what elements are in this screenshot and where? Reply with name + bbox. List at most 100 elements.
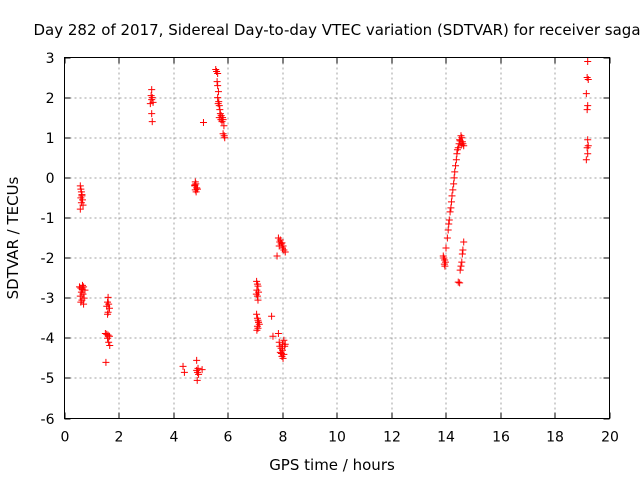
y-tick-label: -1 [41, 211, 55, 227]
data-point [213, 78, 221, 86]
data-point [214, 82, 222, 90]
data-point [458, 258, 466, 266]
x-tick-label: 18 [546, 430, 564, 446]
y-tick-label: -5 [41, 371, 55, 387]
data-point [279, 340, 286, 348]
x-tick-label: 6 [224, 430, 233, 446]
data-point [255, 318, 263, 326]
data-point [452, 156, 460, 164]
data-point [148, 118, 156, 126]
data-point [454, 278, 462, 286]
data-point [76, 205, 84, 213]
data-point [80, 283, 88, 291]
data-point [214, 70, 222, 78]
x-tick-label: 0 [61, 430, 70, 446]
y-tick-label: -3 [41, 291, 55, 307]
data-point [457, 262, 465, 270]
data-point [445, 216, 453, 224]
data-point [80, 300, 88, 308]
data-point [444, 226, 452, 234]
data-point [277, 350, 285, 358]
data-point [583, 106, 591, 114]
data-point [584, 58, 592, 66]
data-point [441, 262, 449, 270]
data-point [457, 141, 465, 149]
data-point [584, 102, 592, 110]
data-point [214, 100, 222, 108]
data-point [78, 192, 86, 200]
data-point [450, 180, 458, 188]
data-point [105, 338, 113, 346]
data-point [216, 106, 224, 114]
data-point [220, 122, 228, 130]
data-point [582, 90, 590, 98]
data-point [447, 204, 455, 212]
data-point [443, 234, 451, 242]
data-point [276, 348, 284, 356]
data-point [193, 376, 201, 384]
x-tick-labels: 0 2 4 6 8 10 12 14 16 18 20 [61, 430, 619, 446]
data-point [448, 192, 456, 200]
y-tick-label: 3 [46, 51, 55, 67]
x-tick-label: 20 [601, 430, 619, 446]
x-tick-label: 14 [437, 430, 455, 446]
y-axis-label: SDTVAR / TECUs [4, 176, 22, 299]
data-point [254, 282, 262, 290]
data-point [458, 134, 466, 142]
data-point [458, 250, 466, 258]
x-tick-label: 10 [328, 430, 346, 446]
x-tick-label: 4 [170, 430, 179, 446]
x-tick-label: 12 [383, 430, 401, 446]
data-point [221, 134, 229, 142]
data-point [278, 239, 286, 247]
data-point [252, 290, 260, 298]
data-point [582, 156, 590, 164]
data-points [75, 58, 592, 384]
plot-frame [64, 57, 610, 419]
data-point [281, 248, 289, 256]
data-point [460, 238, 468, 246]
y-tick-label: 1 [46, 131, 55, 147]
x-tick-label: 2 [115, 430, 124, 446]
data-point [456, 137, 464, 145]
data-point [76, 292, 84, 300]
data-point [452, 162, 460, 170]
data-point [199, 118, 207, 126]
data-point [104, 331, 112, 339]
data-point [193, 356, 201, 364]
data-point [449, 186, 457, 194]
y-tick-label: -4 [41, 331, 55, 347]
data-point [584, 150, 592, 158]
data-point [268, 312, 276, 320]
data-point [253, 326, 261, 334]
data-point [450, 174, 458, 182]
data-point [274, 329, 282, 337]
data-point [198, 366, 206, 374]
data-point [214, 88, 222, 96]
data-point [78, 281, 86, 289]
y-tick-label: -2 [41, 251, 55, 267]
data-point [106, 341, 114, 349]
data-point [269, 332, 277, 340]
data-point [214, 94, 222, 102]
data-point [279, 242, 287, 250]
y-tick-label: 2 [46, 91, 55, 107]
data-point [446, 208, 454, 216]
y-tick-labels: -6 -5 -4 -3 -2 -1 0 1 2 3 [41, 51, 55, 428]
data-point [146, 100, 154, 108]
y-tick-label: 0 [46, 171, 55, 187]
data-point [445, 220, 453, 228]
data-point [179, 362, 187, 370]
data-point [76, 182, 84, 190]
data-point [459, 246, 467, 254]
data-point [148, 110, 156, 118]
chart-title: Day 282 of 2017, Sidereal Day-to-day VTE… [33, 21, 640, 39]
data-point [254, 296, 262, 304]
data-point [104, 334, 112, 342]
x-axis-label: GPS time / hours [269, 456, 395, 474]
data-point [456, 279, 464, 287]
data-point [180, 368, 188, 376]
data-point [104, 293, 112, 301]
data-point [280, 336, 288, 344]
data-point [191, 181, 199, 189]
